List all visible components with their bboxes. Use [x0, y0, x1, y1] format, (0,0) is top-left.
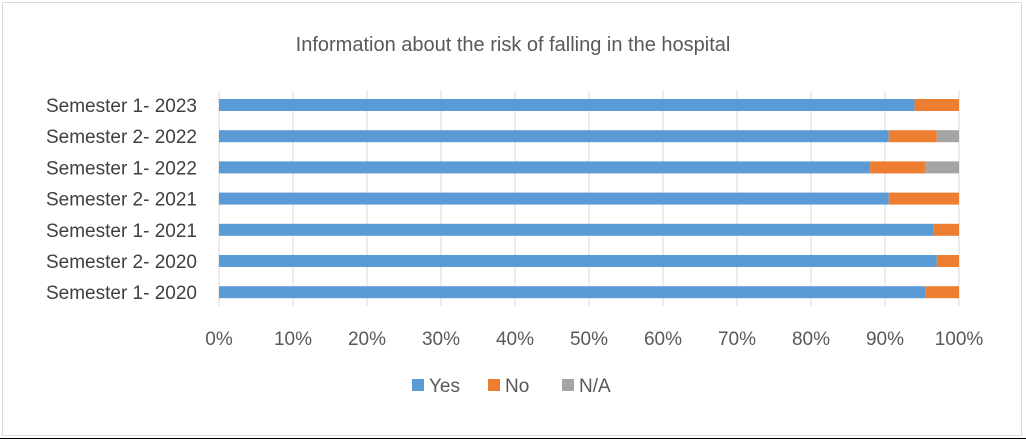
bar-no [888, 130, 937, 143]
x-tick-label: 40% [496, 329, 534, 350]
legend-label-yes: Yes [429, 376, 460, 397]
legend-swatch-n-a [562, 379, 574, 391]
x-tick-label: 10% [274, 329, 312, 350]
bar-yes [219, 255, 937, 267]
x-axis-ticks: 0% 10% 20% 30% 40% 50% 60% 70% 80% 90% 100% [205, 329, 983, 350]
legend-swatch-no [488, 379, 500, 391]
bar-no [888, 192, 959, 205]
legend-label-no: No [505, 376, 529, 397]
x-tick-label: 20% [348, 329, 386, 350]
bar-yes [219, 99, 915, 111]
x-tick-label: 90% [866, 329, 904, 350]
x-tick-label: 70% [718, 329, 756, 350]
x-tick-label: 100% [935, 329, 984, 350]
legend-swatch-yes [412, 379, 424, 391]
category-label: Semester 2- 2022 [46, 127, 197, 148]
bar-yes [219, 161, 871, 174]
bar-no [936, 255, 959, 267]
category-label: Semester 2- 2020 [46, 252, 197, 273]
legend-label-n-a: N/A [579, 376, 611, 397]
x-tick-label: 30% [422, 329, 460, 350]
bar-no [870, 161, 926, 174]
bar-chart: Information about the risk of falling in… [46, 34, 983, 397]
bar-yes [219, 223, 934, 236]
legend: Yes No N/A [412, 376, 611, 397]
x-tick-label: 60% [644, 329, 682, 350]
bar-no [925, 286, 959, 299]
chart-title: Information about the risk of falling in… [296, 34, 731, 56]
bar-no [933, 223, 959, 236]
category-label: Semester 2- 2021 [46, 190, 197, 211]
x-tick-label: 0% [205, 329, 233, 350]
bar-n-a [925, 161, 959, 174]
category-label: Semester 1- 2021 [46, 221, 197, 242]
category-label: Semester 1- 2023 [46, 96, 197, 117]
x-tick-label: 50% [570, 329, 608, 350]
bars [219, 99, 959, 299]
category-label: Semester 1- 2022 [46, 158, 197, 179]
bar-yes [219, 130, 889, 143]
category-label: Semester 1- 2020 [46, 283, 197, 304]
chart-area: Information about the risk of falling in… [2, 2, 1022, 436]
x-tick-label: 80% [792, 329, 830, 350]
bar-yes [219, 286, 926, 299]
bar-yes [219, 192, 889, 205]
bar-no [914, 99, 959, 111]
category-labels: Semester 1- 2023 Semester 2- 2022 Semester… [46, 96, 197, 304]
page-rule [0, 438, 1026, 439]
bar-n-a [936, 130, 959, 143]
